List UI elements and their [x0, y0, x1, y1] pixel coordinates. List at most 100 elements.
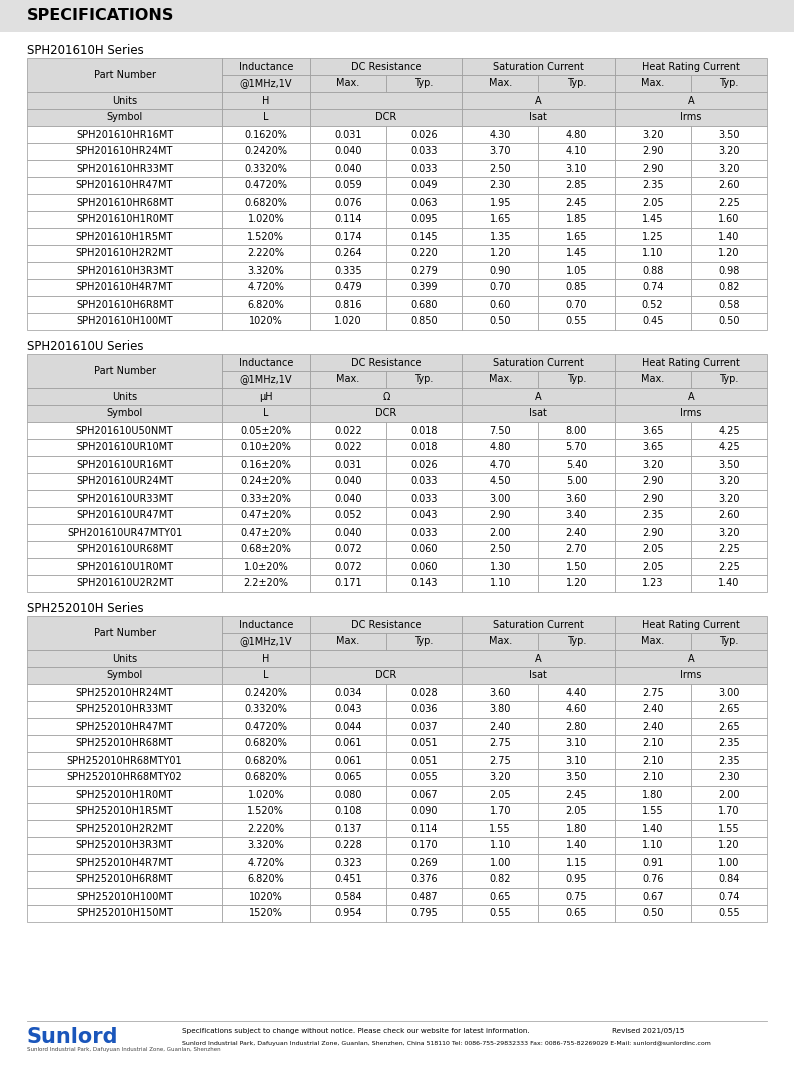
- Bar: [615, 296, 691, 313]
- Text: SPH201610H6R8MT: SPH201610H6R8MT: [76, 299, 173, 309]
- Bar: [386, 735, 462, 752]
- Text: 3.20: 3.20: [718, 164, 740, 173]
- Bar: [462, 820, 538, 837]
- Bar: [615, 313, 691, 330]
- Bar: [615, 92, 767, 109]
- Text: 3.60: 3.60: [490, 687, 511, 698]
- Text: 3.320%: 3.320%: [248, 840, 284, 851]
- Bar: [222, 279, 310, 296]
- Bar: [615, 262, 691, 279]
- Text: 1.55: 1.55: [718, 824, 740, 834]
- Bar: [615, 507, 691, 524]
- Bar: [0, 0, 794, 32]
- Text: 1.50: 1.50: [565, 561, 588, 572]
- Text: Isat: Isat: [530, 671, 547, 681]
- Bar: [310, 837, 386, 854]
- Text: Inductance: Inductance: [239, 619, 293, 629]
- Text: 0.033: 0.033: [410, 164, 437, 173]
- Text: 2.30: 2.30: [718, 772, 740, 783]
- Text: SPH252010H6R8MT: SPH252010H6R8MT: [75, 875, 173, 884]
- Bar: [462, 558, 538, 575]
- Text: 0.055: 0.055: [410, 772, 438, 783]
- Bar: [538, 633, 615, 651]
- Text: 0.031: 0.031: [334, 129, 361, 140]
- Text: 2.60: 2.60: [718, 510, 740, 520]
- Text: 3.10: 3.10: [566, 164, 587, 173]
- Text: 0.072: 0.072: [334, 561, 362, 572]
- Bar: [310, 313, 386, 330]
- Bar: [27, 558, 222, 575]
- Bar: [691, 507, 767, 524]
- Bar: [310, 854, 386, 871]
- Bar: [462, 405, 615, 422]
- Text: 0.55: 0.55: [489, 909, 511, 919]
- Bar: [691, 160, 767, 177]
- Bar: [27, 92, 222, 109]
- Bar: [615, 718, 691, 735]
- Text: 0.080: 0.080: [334, 789, 361, 799]
- Bar: [386, 490, 462, 507]
- Bar: [386, 837, 462, 854]
- Bar: [462, 473, 538, 490]
- Bar: [538, 752, 615, 769]
- Text: SPH201610U2R2MT: SPH201610U2R2MT: [76, 578, 173, 588]
- Text: 1.0±20%: 1.0±20%: [244, 561, 288, 572]
- Text: 0.040: 0.040: [334, 476, 361, 487]
- Text: 0.018: 0.018: [410, 443, 437, 452]
- Bar: [386, 752, 462, 769]
- Text: 2.85: 2.85: [565, 181, 588, 191]
- Bar: [310, 507, 386, 524]
- Bar: [386, 718, 462, 735]
- Bar: [691, 524, 767, 541]
- Text: SPH201610UR68MT: SPH201610UR68MT: [76, 545, 173, 555]
- Text: 3.65: 3.65: [642, 443, 664, 452]
- Text: 2.45: 2.45: [565, 789, 588, 799]
- Bar: [462, 160, 538, 177]
- Bar: [27, 905, 222, 922]
- Text: 6.820%: 6.820%: [248, 875, 284, 884]
- Bar: [538, 126, 615, 143]
- Text: 0.072: 0.072: [334, 545, 362, 555]
- Bar: [538, 194, 615, 211]
- Text: SPH201610HR47MT: SPH201610HR47MT: [76, 181, 173, 191]
- Bar: [27, 228, 222, 244]
- Text: 1.40: 1.40: [719, 232, 739, 241]
- Bar: [691, 279, 767, 296]
- Text: 2.25: 2.25: [718, 561, 740, 572]
- Bar: [310, 244, 386, 262]
- Bar: [222, 58, 310, 75]
- Bar: [615, 667, 767, 684]
- Text: 2.220%: 2.220%: [248, 824, 284, 834]
- Bar: [615, 854, 691, 871]
- Bar: [462, 889, 538, 905]
- Bar: [386, 507, 462, 524]
- Bar: [615, 388, 767, 405]
- Bar: [691, 211, 767, 228]
- Bar: [27, 769, 222, 786]
- Text: 0.95: 0.95: [565, 875, 588, 884]
- Text: 4.50: 4.50: [490, 476, 511, 487]
- Bar: [27, 541, 222, 558]
- Bar: [691, 194, 767, 211]
- Bar: [462, 684, 538, 701]
- Text: 4.80: 4.80: [566, 129, 587, 140]
- Bar: [386, 211, 462, 228]
- Bar: [615, 279, 691, 296]
- Bar: [538, 439, 615, 456]
- Text: 0.4720%: 0.4720%: [245, 181, 287, 191]
- Bar: [310, 820, 386, 837]
- Text: Revised 2021/05/15: Revised 2021/05/15: [612, 1029, 684, 1034]
- Text: 2.00: 2.00: [718, 789, 740, 799]
- Bar: [310, 541, 386, 558]
- Bar: [310, 871, 386, 889]
- Text: 0.33±20%: 0.33±20%: [241, 493, 291, 504]
- Text: Saturation Current: Saturation Current: [493, 358, 584, 367]
- Bar: [27, 109, 222, 126]
- Text: SPH201610HR16MT: SPH201610HR16MT: [76, 129, 173, 140]
- Text: 4.40: 4.40: [566, 687, 587, 698]
- Text: SPH201610H100MT: SPH201610H100MT: [76, 317, 173, 326]
- Text: 5.40: 5.40: [565, 460, 588, 470]
- Text: 0.264: 0.264: [334, 249, 361, 258]
- Bar: [222, 143, 310, 160]
- Bar: [222, 439, 310, 456]
